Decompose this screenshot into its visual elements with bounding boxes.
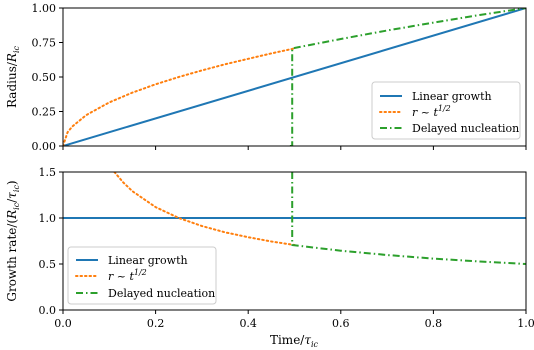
top-legend-label-sqrt: r ~ t1/2: [412, 104, 451, 119]
bottom-legend: Linear growth r ~ t1/2 Delayed nucleatio…: [67, 246, 217, 305]
top-y-tick-label: 0.75: [32, 37, 57, 50]
x-tick-label: 0.0: [54, 317, 72, 330]
bottom-y-axis-label: Growth rate/(Ric/τic): [5, 180, 21, 301]
x-tick-label: 0.8: [425, 317, 443, 330]
bottom-y-tick-label: 1.0: [39, 212, 57, 225]
top-y-axis-label: Radius/Ric: [5, 45, 21, 108]
top-legend-box: [371, 81, 521, 140]
bottom-legend-box: [67, 246, 217, 305]
bottom-panel: 0.0 0.5 1.0 1.5 0.0 0.2 0.4 0.6 0.8 1.0 Growth r…: [5, 166, 534, 349]
top-legend-label-linear: Linear growth: [412, 90, 492, 103]
top-y-tick-label: 0.25: [32, 106, 57, 119]
top-plot-area: [63, 8, 526, 146]
bottom-y-tick-label: 0.5: [39, 258, 57, 271]
bottom-y-tick-label: 0.0: [39, 304, 57, 317]
bottom-legend-label-sqrt: r ~ t1/2: [108, 268, 147, 283]
x-tick-label: 0.2: [147, 317, 165, 330]
bottom-axes-frame: [62, 171, 527, 311]
x-tick-label: 0.6: [332, 317, 350, 330]
top-panel: 0.00 0.25 0.50 0.75 1.00 Radius/Ric Linear g…: [5, 2, 527, 153]
top-y-tick-label: 0.00: [32, 140, 57, 153]
top-y-ticks: 0.00 0.25 0.50 0.75 1.00: [32, 2, 527, 153]
bottom-legend-label-delayed: Delayed nucleation: [108, 287, 215, 300]
top-legend: Linear growth r ~ t1/2 Delayed nucleatio…: [371, 81, 521, 140]
top-y-tick-label: 1.00: [32, 2, 57, 15]
bottom-plot-area: [63, 172, 526, 265]
bottom-series-delayed-nucleation: [291, 172, 526, 265]
top-series-r-t-1-2: [63, 47, 296, 146]
x-tick-label: 1.0: [517, 317, 534, 330]
x-ticks: 0.0 0.2 0.4 0.6 0.8 1.0: [54, 310, 534, 330]
top-series-delayed-nucleation: [289, 8, 526, 146]
top-legend-label-delayed: Delayed nucleation: [412, 122, 519, 135]
bottom-y-ticks: 0.0 0.5 1.0 1.5: [39, 166, 63, 317]
bottom-legend-label-linear: Linear growth: [108, 254, 188, 267]
bottom-series-r-t-1-2: [113, 172, 296, 246]
x-tick-label: 0.4: [239, 317, 257, 330]
bottom-y-tick-label: 1.5: [39, 166, 57, 179]
x-axis-label: Time/τic: [270, 333, 319, 349]
top-series-linear-growth: [63, 8, 526, 146]
top-y-tick-label: 0.50: [32, 71, 57, 84]
